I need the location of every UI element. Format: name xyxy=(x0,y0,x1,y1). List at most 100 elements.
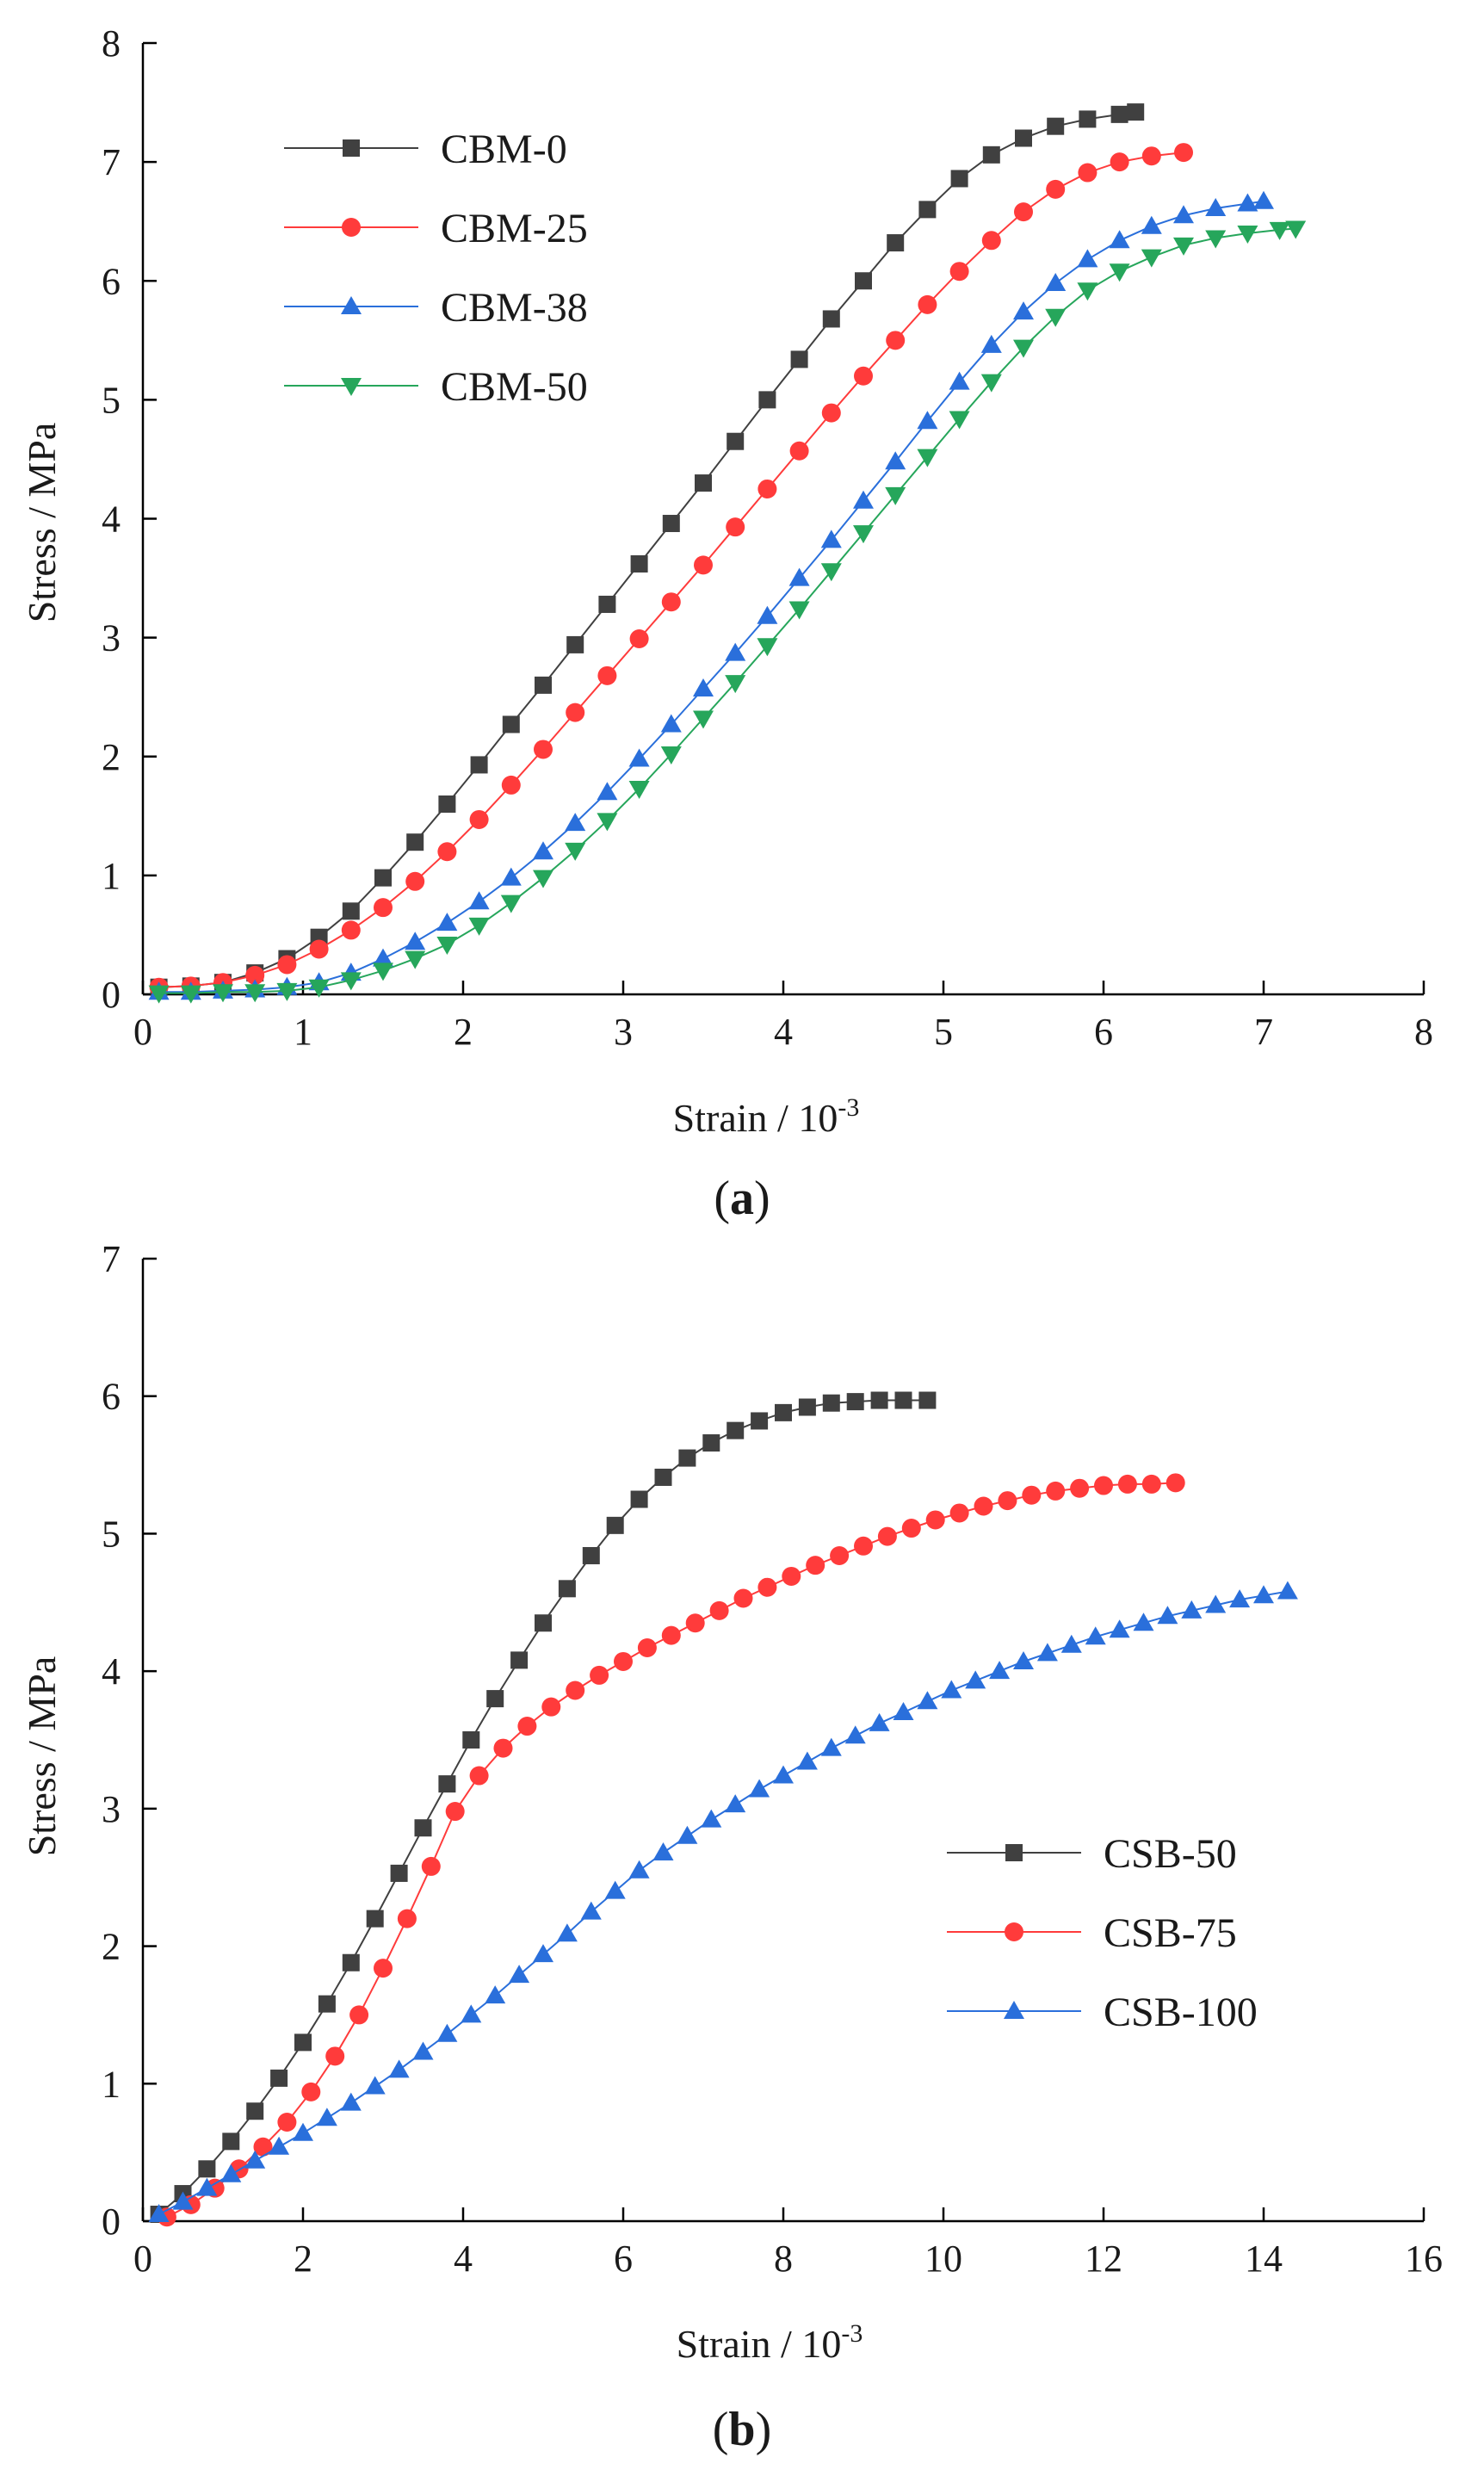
data-point xyxy=(702,1434,720,1452)
data-point xyxy=(798,1398,816,1416)
series-line-csb-50 xyxy=(158,1399,928,2215)
data-point xyxy=(677,1825,698,1844)
data-point xyxy=(501,775,521,795)
data-point xyxy=(661,1625,681,1645)
data-point xyxy=(630,554,648,573)
data-point xyxy=(1237,193,1258,212)
legend-marker xyxy=(1005,1844,1023,1861)
y-tick-label-a: 8 xyxy=(102,22,121,65)
y-tick-label-a: 5 xyxy=(102,379,121,421)
data-point xyxy=(757,1577,777,1597)
data-point xyxy=(725,675,746,694)
series-cbm-25 xyxy=(149,143,1193,997)
data-point xyxy=(493,1738,513,1758)
x-tick-label-a: 4 xyxy=(774,1011,793,1053)
data-point xyxy=(374,869,392,887)
data-point xyxy=(917,411,938,430)
data-point xyxy=(438,1775,456,1793)
data-point xyxy=(1109,1619,1130,1638)
data-point xyxy=(582,1546,600,1564)
data-point xyxy=(606,1516,624,1534)
data-point xyxy=(998,1491,1017,1511)
data-point xyxy=(701,1809,722,1828)
legend-marker xyxy=(341,296,362,314)
legend-label: CBM-0 xyxy=(441,127,567,172)
data-point xyxy=(556,1923,578,1942)
data-point xyxy=(598,595,616,613)
data-point xyxy=(486,1690,504,1708)
legend-marker xyxy=(341,378,362,396)
data-point xyxy=(1045,308,1067,327)
data-point xyxy=(340,972,362,991)
data-point xyxy=(1174,143,1193,163)
series-line-cbm-50 xyxy=(158,227,1296,994)
data-point xyxy=(349,2005,369,2025)
panel-label-b: (b) xyxy=(713,2403,771,2456)
data-point xyxy=(325,2046,345,2066)
data-point xyxy=(628,1860,650,1879)
data-point xyxy=(886,331,906,350)
data-point xyxy=(822,310,840,328)
data-point xyxy=(796,1751,818,1770)
y-tick-label-a: 6 xyxy=(102,260,121,302)
data-point xyxy=(246,2102,264,2120)
data-point xyxy=(709,1600,729,1620)
data-point xyxy=(405,950,426,969)
data-point xyxy=(1094,1476,1113,1495)
data-point xyxy=(1079,110,1097,128)
data-point xyxy=(806,1556,825,1575)
data-point xyxy=(727,432,745,450)
data-point xyxy=(893,1702,914,1721)
data-point xyxy=(412,2041,434,2060)
data-point xyxy=(1060,1634,1082,1653)
data-point xyxy=(500,894,522,913)
data-point xyxy=(1141,249,1162,268)
x-tick-label-a: 1 xyxy=(294,1011,312,1053)
y-tick-label-b: 2 xyxy=(102,1926,121,1968)
data-point xyxy=(1205,197,1227,216)
series-csb-100 xyxy=(148,1581,1298,2223)
chart-panel-a: Stress / MPa Strain / 10-3 (a) 0 1 2 3 4 5 6 7 8… xyxy=(20,22,1433,1225)
data-point xyxy=(148,2204,170,2223)
data-point xyxy=(436,936,458,955)
data-point xyxy=(685,1613,705,1633)
data-point xyxy=(517,1717,537,1736)
data-point xyxy=(397,1909,417,1928)
data-point xyxy=(1157,1606,1178,1625)
data-point xyxy=(500,867,522,886)
data-point xyxy=(980,334,1002,353)
data-point xyxy=(917,1691,938,1710)
data-point xyxy=(775,1403,792,1421)
data-point xyxy=(253,2137,273,2157)
legend-entry-cbm-25: CBM-25 xyxy=(284,206,588,251)
data-point xyxy=(301,2082,321,2102)
data-point xyxy=(1181,1600,1203,1619)
data-point xyxy=(510,1651,529,1669)
data-point xyxy=(757,638,778,657)
data-point xyxy=(566,635,584,653)
data-point xyxy=(974,1496,993,1516)
data-point xyxy=(565,813,586,832)
data-point xyxy=(604,1880,626,1899)
data-point xyxy=(870,1391,888,1409)
data-point xyxy=(725,1794,746,1813)
data-point xyxy=(1229,1589,1251,1608)
data-point xyxy=(1127,103,1145,121)
y-tick-label-a: 1 xyxy=(102,855,121,897)
data-point xyxy=(541,1697,561,1717)
data-point xyxy=(436,913,458,932)
data-point xyxy=(1036,1643,1058,1662)
data-point xyxy=(628,748,650,767)
data-point xyxy=(661,592,681,612)
data-point xyxy=(269,2136,290,2155)
data-point xyxy=(438,795,456,813)
data-point xyxy=(1205,230,1227,249)
legend-entry-csb-50: CSB-50 xyxy=(947,1831,1237,1877)
data-point xyxy=(1013,339,1034,358)
data-point xyxy=(469,1766,489,1786)
data-point xyxy=(558,1580,576,1598)
y-tick-label-b: 3 xyxy=(102,1788,121,1830)
data-point xyxy=(1110,152,1129,172)
data-point xyxy=(276,982,298,1001)
